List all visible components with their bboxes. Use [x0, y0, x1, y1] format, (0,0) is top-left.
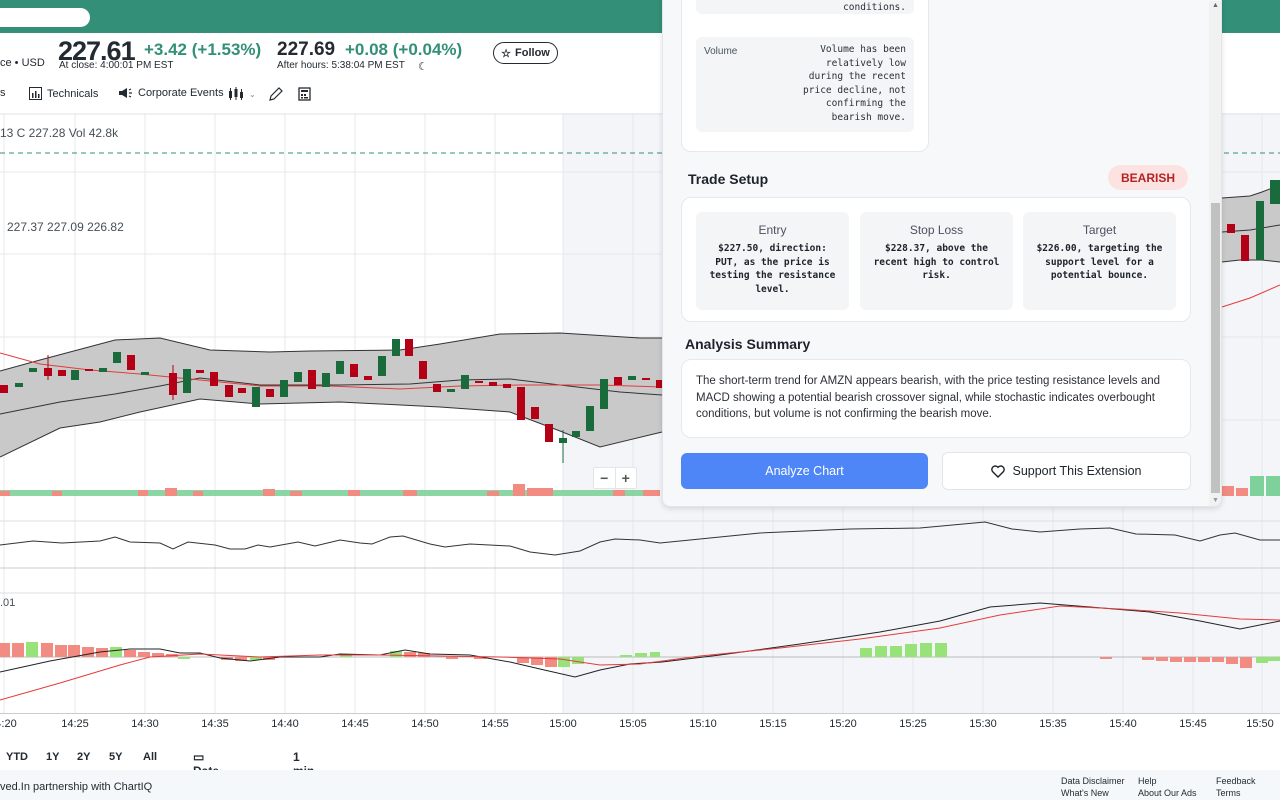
- x-tick: 15:30: [969, 718, 997, 730]
- range-2y[interactable]: 2Y: [77, 751, 91, 763]
- ohlc-legend: 13 C 227.28 Vol 42.8k: [0, 126, 119, 140]
- footer-link-data-disclaimer[interactable]: Data Disclaimer: [1061, 776, 1125, 786]
- technicals-button[interactable]: Technicals: [29, 87, 98, 100]
- time-axis: 4:20 14:25 14:30 14:35 14:40 14:45 14:50…: [0, 713, 1280, 743]
- scroll-up-arrow-icon[interactable]: ▲: [1212, 2, 1219, 9]
- moon-icon: ☾: [418, 61, 428, 73]
- macd-legend: .01: [0, 597, 16, 609]
- chart-type-dropdown[interactable]: ⌄: [228, 87, 256, 101]
- panel-scrollbar[interactable]: ▲ ▼: [1209, 1, 1221, 506]
- footer-link-help[interactable]: Help: [1138, 776, 1157, 786]
- after-hours-price: 227.69: [277, 39, 336, 60]
- calendar-icon: ▭: [193, 750, 205, 764]
- indicator-text: Volume has been relatively low during th…: [803, 44, 906, 123]
- x-tick: 15:00: [549, 718, 577, 730]
- zoom-controls: − +: [593, 467, 637, 489]
- x-tick: 14:35: [201, 718, 229, 730]
- x-tick: 4:20: [0, 718, 17, 730]
- indicator-card: overbought conditions. Volume Volume has…: [681, 0, 929, 152]
- exchange-currency: ce • USD: [0, 57, 45, 69]
- search-input[interactable]: [0, 8, 90, 27]
- x-tick: 15:40: [1109, 718, 1137, 730]
- footer-link-feedback[interactable]: Feedback: [1216, 776, 1256, 786]
- close-price: 227.61: [58, 36, 136, 66]
- zoom-out-button[interactable]: −: [594, 468, 616, 488]
- toolbar-item-partial[interactable]: s: [0, 87, 6, 99]
- footer-link-about-ads[interactable]: About Our Ads: [1138, 788, 1197, 798]
- calculator-icon: [298, 87, 311, 101]
- range-all[interactable]: All: [143, 751, 158, 763]
- after-hours-time: After hours: 5:38:04 PM EST: [277, 60, 405, 71]
- trade-setup-card: Entry $227.50, direction: PUT, as the pr…: [681, 197, 1191, 322]
- footer-link-terms[interactable]: Terms: [1216, 788, 1241, 798]
- heart-icon: [991, 464, 1006, 478]
- copyright-text: ved.In partnership with ChartIQ: [0, 781, 153, 793]
- footer-link-whats-new[interactable]: What's New: [1061, 788, 1109, 798]
- range-ytd[interactable]: YTD: [6, 751, 28, 763]
- chart-toolbar: s Technicals Corporate Events ⌄: [0, 84, 660, 106]
- x-tick: 14:40: [271, 718, 299, 730]
- x-tick: 15:05: [619, 718, 647, 730]
- stop-loss-cell: Stop Loss $228.37, above the recent high…: [860, 212, 1013, 310]
- page-footer: ved.In partnership with ChartIQ Data Dis…: [0, 770, 1280, 800]
- indicator-row-stochastic: overbought conditions.: [696, 0, 914, 14]
- x-tick: 15:50: [1246, 718, 1274, 730]
- x-tick: 15:45: [1179, 718, 1207, 730]
- close-time: At close: 4:00:01 PM EST: [59, 60, 174, 71]
- indicator-label: Volume: [704, 46, 738, 57]
- chevron-down-icon: ⌄: [249, 89, 256, 99]
- x-tick: 14:50: [411, 718, 439, 730]
- quote-header: ce • USD 227.61 +3.42 (+1.53%) At close:…: [0, 33, 1280, 78]
- follow-button[interactable]: ☆ Follow: [493, 42, 558, 64]
- x-tick: 14:45: [341, 718, 369, 730]
- range-5y[interactable]: 5Y: [109, 751, 123, 763]
- x-tick: 14:30: [131, 718, 159, 730]
- entry-cell: Entry $227.50, direction: PUT, as the pr…: [696, 212, 849, 310]
- x-tick: 15:25: [899, 718, 927, 730]
- megaphone-icon: [119, 88, 132, 98]
- draw-button[interactable]: [268, 87, 283, 102]
- indicator-text: overbought conditions.: [843, 1, 906, 13]
- target-cell: Target $226.00, targeting the support le…: [1023, 212, 1176, 310]
- scroll-down-arrow-icon[interactable]: ▼: [1212, 497, 1219, 504]
- close-change: +3.42 (+1.53%): [144, 40, 262, 59]
- calculator-button[interactable]: [298, 87, 311, 101]
- after-hours-change: +0.08 (+0.04%): [345, 40, 463, 59]
- summary-text: The short-term trend for AMZN appears be…: [696, 375, 1161, 420]
- support-extension-button[interactable]: Support This Extension: [942, 452, 1191, 490]
- scrollbar-thumb[interactable]: [1211, 203, 1220, 493]
- x-tick: 14:25: [61, 718, 89, 730]
- pencil-icon: [269, 87, 283, 101]
- corporate-events-button[interactable]: Corporate Events: [118, 87, 224, 99]
- x-tick: 15:10: [689, 718, 717, 730]
- x-tick: 15:20: [829, 718, 857, 730]
- x-tick: 14:55: [481, 718, 509, 730]
- candlestick-icon: [229, 87, 243, 100]
- bollinger-legend: 227.37 227.09 226.82: [7, 220, 124, 234]
- indicator-row-volume: Volume Volume has been relatively low du…: [696, 37, 914, 132]
- star-icon: ☆: [501, 47, 512, 60]
- trade-setup-title: Trade Setup: [688, 171, 769, 187]
- range-1y[interactable]: 1Y: [46, 751, 60, 763]
- analyze-chart-button[interactable]: Analyze Chart: [681, 453, 928, 489]
- analysis-summary-title: Analysis Summary: [685, 336, 811, 352]
- sentiment-badge: BEARISH: [1108, 165, 1188, 190]
- summary-card: The short-term trend for AMZN appears be…: [681, 359, 1191, 438]
- zoom-in-button[interactable]: +: [621, 470, 630, 486]
- x-tick: 15:35: [1039, 718, 1067, 730]
- analysis-panel: overbought conditions. Volume Volume has…: [662, 0, 1222, 507]
- bar-chart-icon: [29, 87, 42, 100]
- x-tick: 15:15: [759, 718, 787, 730]
